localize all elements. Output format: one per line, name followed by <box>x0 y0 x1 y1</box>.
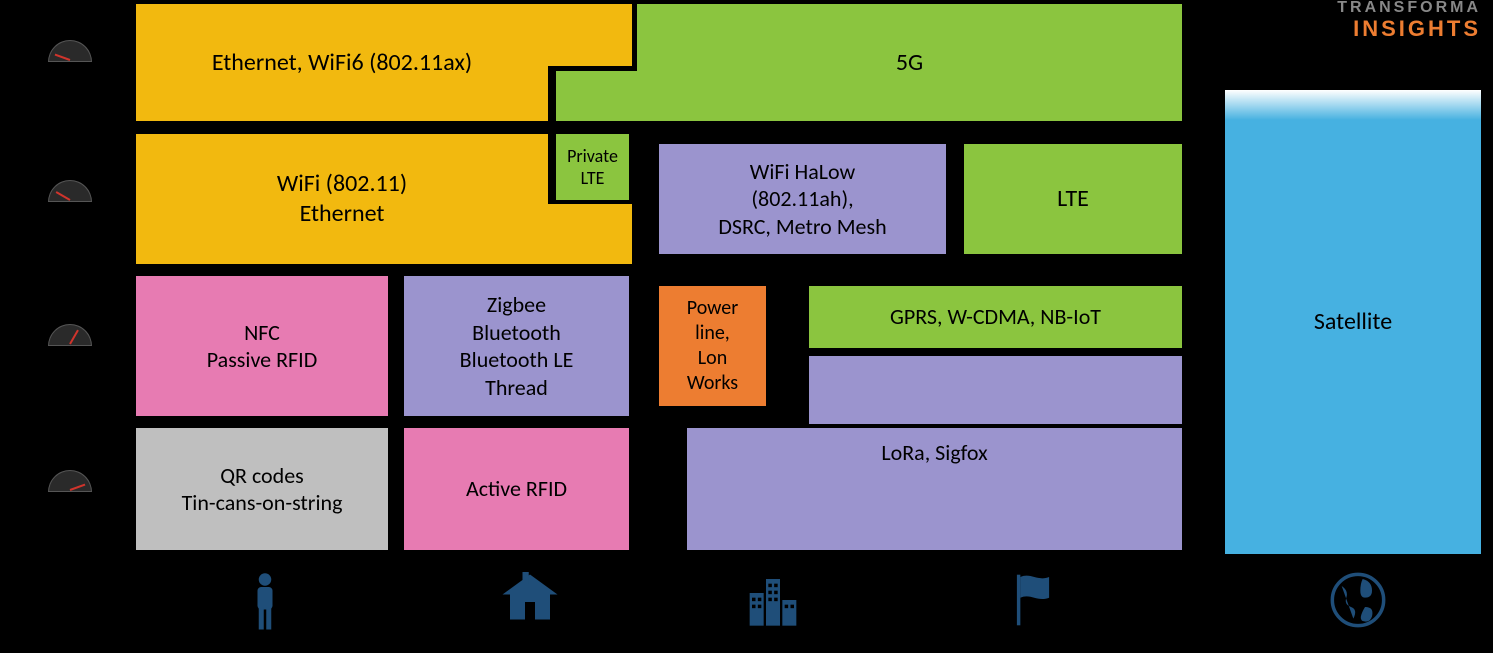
tech-box-wifi-eth: WiFi (802.11) Ethernet <box>132 130 552 268</box>
building-icon <box>745 572 801 633</box>
tech-box-ethernet-wifi6: Ethernet, WiFi6 (802.11ax) <box>132 0 552 125</box>
tech-box-label: WiFi HaLow (802.11ah), DSRC, Metro Mesh <box>718 158 886 241</box>
flag-icon <box>1010 572 1056 633</box>
tech-box-label: Satellite <box>1314 307 1392 337</box>
tech-box-powerline: Power line, Lon Works <box>655 282 770 410</box>
logo-line2: INSIGHTS <box>1337 17 1481 40</box>
tech-box-wifi-eth-ext <box>548 200 636 268</box>
gauge-icon <box>48 324 92 346</box>
tech-box-lora: LoRa, Sigfox <box>683 424 1186 554</box>
tech-box-nfc: NFC Passive RFID <box>132 272 392 420</box>
tech-box-lora-top <box>805 352 1186 428</box>
tech-box-qr: QR codes Tin-cans-on-string <box>132 424 392 554</box>
tech-box-label: WiFi (802.11) Ethernet <box>277 169 407 229</box>
gauge-icon <box>48 470 92 492</box>
house-icon <box>500 572 560 627</box>
tech-box-5g-notch <box>552 67 637 125</box>
tech-box-5g: 5G <box>633 0 1186 125</box>
tech-box-label: 5G <box>896 48 923 78</box>
globe-icon <box>1330 572 1386 633</box>
tech-box-label: LTE <box>1057 184 1089 214</box>
tech-box-label: LoRa, Sigfox <box>881 439 987 467</box>
tech-box-satellite: Satellite <box>1225 90 1481 554</box>
tech-box-private-lte: Private LTE <box>552 130 633 204</box>
tech-box-label: QR codes Tin-cans-on-string <box>182 462 343 517</box>
tech-box-label: Ethernet, WiFi6 (802.11ax) <box>212 48 472 78</box>
tech-box-label: Private LTE <box>567 145 618 190</box>
tech-box-gprs: GPRS, W-CDMA, NB-IoT <box>805 282 1186 352</box>
tech-box-label: GPRS, W-CDMA, NB-IoT <box>890 303 1101 331</box>
tech-box-zigbee: Zigbee Bluetooth Bluetooth LE Thread <box>400 272 633 420</box>
gauge-icon <box>48 180 92 202</box>
tech-box-active-rfid: Active RFID <box>400 424 633 554</box>
tech-box-lte: LTE <box>960 140 1186 258</box>
person-icon <box>250 572 280 637</box>
tech-box-label: NFC Passive RFID <box>207 319 317 374</box>
tech-box-label: Power line, Lon Works <box>687 296 738 396</box>
tech-box-label: Zigbee Bluetooth Bluetooth LE Thread <box>460 291 574 401</box>
logo-line1: TRANSFORMA <box>1337 0 1481 17</box>
logo: TRANSFORMA INSIGHTS <box>1337 0 1481 40</box>
tech-box-wifi-halow: WiFi HaLow (802.11ah), DSRC, Metro Mesh <box>655 140 950 258</box>
tech-box-wifi6-notch <box>548 0 636 70</box>
tech-box-label: Active RFID <box>466 475 567 503</box>
gauge-icon <box>48 40 92 62</box>
